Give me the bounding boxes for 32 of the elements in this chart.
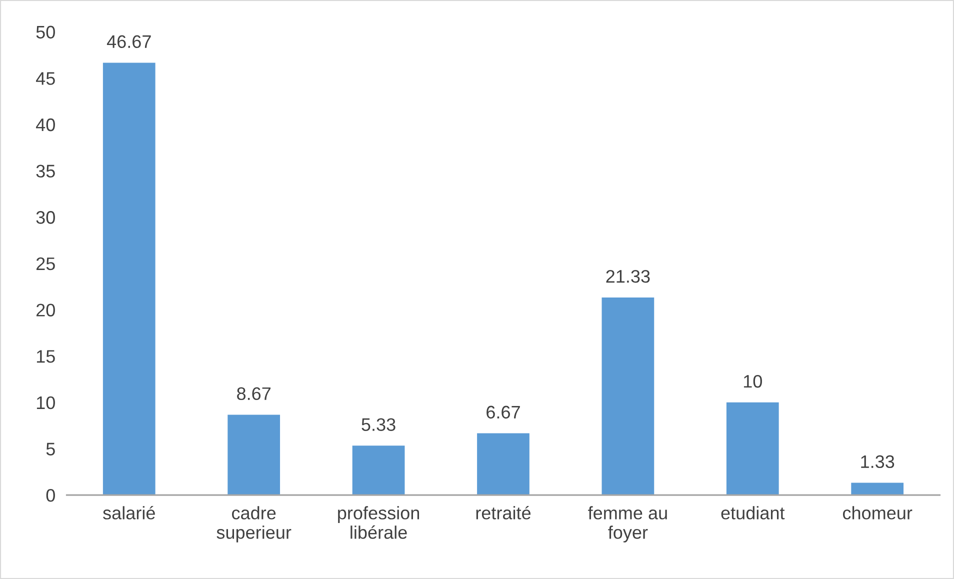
bar — [602, 297, 654, 496]
y-tick-label: 30 — [36, 211, 55, 224]
data-label: 46.67 — [106, 35, 151, 48]
data-label: 6.67 — [486, 406, 520, 419]
data-label: 21.33 — [606, 270, 650, 283]
y-tick-label: 45 — [36, 72, 55, 85]
y-tick-label: 40 — [36, 118, 55, 132]
data-label: 5.33 — [362, 418, 396, 431]
data-label: 8.67 — [237, 387, 270, 400]
y-tick-label: 20 — [36, 304, 55, 316]
y-tick-label: 25 — [36, 257, 55, 270]
y-tick-label: 35 — [36, 164, 55, 178]
data-label: 10 — [744, 374, 762, 388]
x-tick-label: femme au foyer — [588, 506, 667, 542]
y-tick-label: 50 — [36, 26, 55, 39]
x-tick-label: salarié — [103, 506, 155, 520]
x-tick-label: chomeur — [842, 506, 912, 520]
x-tick-label: profession libérale — [338, 506, 420, 539]
bar — [352, 446, 405, 496]
y-tick-label: 15 — [36, 350, 55, 363]
y-tick-label: 10 — [36, 396, 55, 410]
bar — [102, 62, 156, 496]
x-tick-label: etudiant — [721, 506, 785, 520]
bar — [228, 414, 280, 496]
data-label: 1.33 — [861, 455, 894, 468]
bar — [477, 433, 530, 496]
y-tick-label: 0 — [46, 488, 55, 502]
x-tick-label: cadre superieur — [216, 506, 292, 542]
x-tick-label: retraité — [476, 506, 531, 520]
y-tick-label: 5 — [46, 442, 55, 456]
bar — [851, 482, 904, 496]
bar — [726, 402, 779, 496]
